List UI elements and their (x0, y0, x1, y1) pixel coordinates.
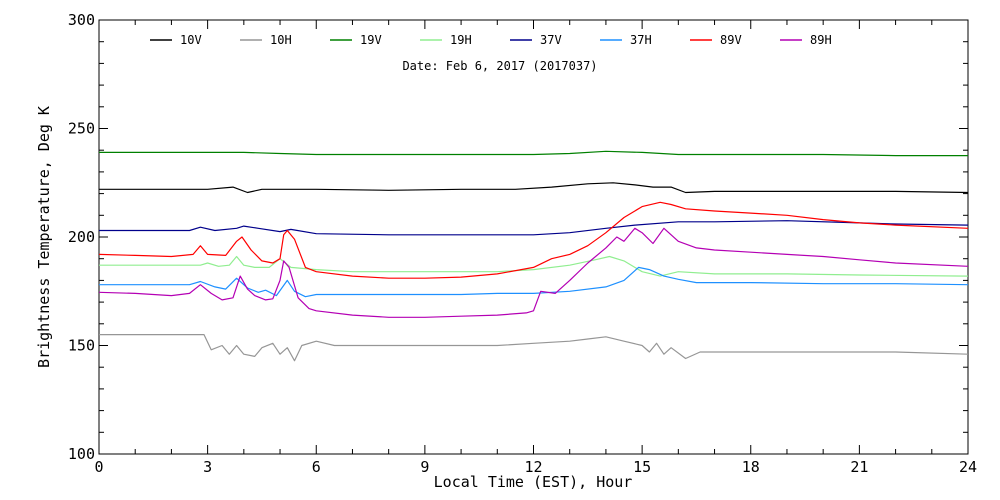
y-tick-label: 150 (68, 337, 95, 355)
series-line-89h (98, 227, 969, 318)
legend: 10V 10H 19V 19H 37V 37H 89V 89H (150, 33, 832, 47)
legend-label-10h: 10H (270, 33, 292, 47)
plot-frame (98, 19, 969, 455)
x-tick-label: 21 (850, 458, 868, 476)
series-lines (98, 150, 969, 362)
chart-date-label: Date: Feb 6, 2017 (2017037) (402, 59, 597, 73)
series-line-10v (99, 182, 969, 194)
legend-label-37h: 37H (630, 33, 652, 47)
legend-label-89h: 89H (810, 33, 832, 47)
x-tick-label: 6 (312, 458, 321, 476)
y-tick-label: 200 (68, 228, 95, 246)
legend-label-19v: 19V (360, 33, 382, 47)
x-tick-label: 18 (742, 458, 760, 476)
x-tick-label: 15 (633, 458, 651, 476)
series-line-19h (99, 255, 969, 277)
x-tick-label: 3 (203, 458, 212, 476)
series-line-37h (99, 266, 969, 298)
axis-tick-labels: 0 3 6 9 12 15 18 21 24 100 150 200 250 300 (68, 11, 977, 476)
y-tick-label: 100 (68, 445, 95, 463)
legend-label-10v: 10V (180, 33, 202, 47)
legend-label-19h: 19H (450, 33, 472, 47)
y-tick-label: 300 (68, 11, 95, 29)
x-tick-label: 0 (94, 458, 103, 476)
legend-label-37v: 37V (540, 33, 562, 47)
series-line-10h (99, 334, 969, 362)
series-line-19v (99, 150, 968, 157)
series-line-37v (99, 220, 969, 236)
y-tick-label: 250 (68, 120, 95, 138)
y-axis-title: Brightness Temperature, Deg K (35, 106, 53, 368)
x-tick-label: 9 (420, 458, 429, 476)
x-tick-label: 24 (959, 458, 977, 476)
x-tick-label: 12 (524, 458, 542, 476)
series-line-89v (98, 201, 969, 279)
axis-ticks (98, 19, 969, 455)
x-axis-title: Local Time (EST), Hour (434, 473, 633, 491)
legend-label-89v: 89V (720, 33, 742, 47)
